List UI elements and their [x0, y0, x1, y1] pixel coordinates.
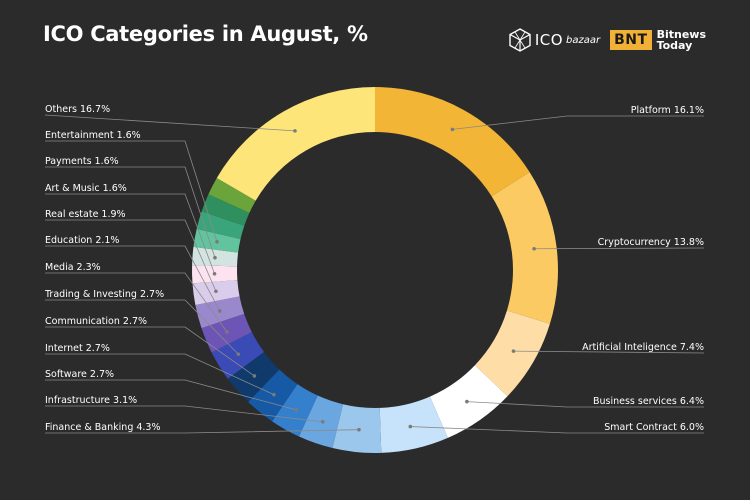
segment-label-software: Software 2.7% — [45, 369, 114, 380]
segment-labels: Platform 16.1% Cryptocurrency 13.8% Artifi… — [44, 104, 704, 433]
leader-dot-real-estate — [214, 289, 218, 294]
donut-segment-cryptocurrency-1 — [491, 172, 558, 324]
leader-line-communication — [45, 326, 255, 377]
bnt-logo-box: BNT — [610, 30, 652, 50]
leader-dot-communication — [252, 374, 257, 378]
ico-logo-text: ICO — [534, 31, 564, 49]
leader-dot-payments — [213, 255, 217, 260]
chart-title: ICO Categories in August, % — [43, 22, 368, 46]
leader-line-payments — [45, 166, 216, 258]
leader-line-trading-investing — [45, 299, 239, 355]
segment-label-entertainment: Entertainment 1.6% — [45, 130, 141, 141]
segment-label-smart-contract: Smart Contract 6.0% — [604, 422, 704, 433]
segment-label-payments: Payments 1.6% — [45, 156, 119, 167]
leader-line-media — [45, 272, 228, 333]
segment-label-business-services: Business services 6.4% — [593, 396, 704, 407]
cube-icon — [509, 28, 531, 52]
segment-label-media: Media 2.3% — [45, 262, 101, 273]
leader-dot-platform — [450, 127, 455, 132]
leader-dot-finance-banking — [357, 427, 361, 432]
segment-label-cryptocurrency: Cryptocurrency 13.8% — [598, 237, 704, 248]
leader-line-infrastructure — [45, 405, 323, 423]
leader-dot-artificial-inteligence — [511, 349, 516, 353]
leader-line-finance-banking — [45, 429, 359, 434]
leader-line-entertainment — [45, 140, 218, 242]
leader-dot-infrastructure — [320, 419, 325, 424]
leader-line-software — [45, 379, 297, 411]
leader-dot-internet — [272, 392, 276, 397]
segment-label-platform: Platform 16.1% — [631, 105, 704, 116]
segment-label-infrastructure: Infrastructure 3.1% — [45, 395, 137, 406]
bitnews-logo-line2: Today — [656, 39, 693, 52]
leader-dot-art-music — [212, 271, 217, 276]
leader-dot-trading-investing — [236, 352, 241, 356]
leader-line-art-music — [45, 193, 215, 274]
donut-segment-unlabeled-18 — [201, 194, 250, 226]
segment-label-communication: Communication 2.7% — [45, 316, 147, 327]
donut-segment-unlabeled-17 — [196, 211, 245, 239]
leader-line-platform — [452, 115, 704, 130]
segment-label-finance-banking: Finance & Banking 4.3% — [45, 422, 161, 433]
leader-dot-media — [225, 330, 229, 334]
leader-dot-software — [294, 408, 299, 412]
leader-dot-entertainment — [215, 240, 219, 244]
logos: ICO bazaar BNT Bitnews Today — [509, 28, 706, 52]
leader-line-education — [45, 245, 221, 312]
leader-line-smart-contract — [410, 426, 704, 434]
leader-line-cryptocurrency — [534, 247, 705, 250]
segment-label-education: Education 2.1% — [45, 235, 119, 246]
donut-segment-finance-banking-5 — [332, 404, 382, 453]
bitnews-today-logo: Bitnews Today — [657, 29, 706, 51]
segment-label-art-music: Art & Music 1.6% — [45, 183, 127, 194]
icobazaar-logo: ICO bazaar — [509, 28, 600, 52]
segment-label-internet: Internet 2.7% — [45, 343, 110, 354]
donut-segment-others-20 — [216, 87, 375, 201]
leader-line-real-estate — [45, 219, 217, 292]
segment-label-real-estate: Real estate 1.9% — [45, 209, 126, 220]
bazaar-logo-text: bazaar — [566, 34, 601, 46]
donut-segment-artificial-inteligence-2 — [474, 310, 550, 397]
leader-dot-smart-contract — [408, 424, 413, 429]
leader-dot-cryptocurrency — [532, 246, 536, 251]
leader-dot-others — [293, 129, 297, 133]
donut-segment-platform-0 — [375, 87, 530, 197]
leader-dot-education — [218, 309, 222, 313]
leader-line-internet — [45, 353, 275, 396]
leader-dot-business-services — [465, 399, 469, 404]
bitnews-logo-line1: Bitnews — [656, 28, 706, 41]
donut-segment-unlabeled-19 — [208, 178, 256, 213]
leader-line-others — [44, 114, 295, 132]
leader-line-business-services — [466, 401, 704, 408]
leader-line-artificial-inteligence — [513, 350, 705, 354]
donut-segments — [191, 87, 558, 453]
segment-label-others: Others 16.7% — [45, 104, 110, 115]
donut-segment-smart-contract-4 — [379, 396, 448, 453]
segment-label-trading-investing: Trading & Investing 2.7% — [44, 289, 164, 300]
segment-label-artificial-inteligence: Artificial Inteligence 7.4% — [582, 342, 704, 353]
leader-lines — [44, 114, 705, 434]
